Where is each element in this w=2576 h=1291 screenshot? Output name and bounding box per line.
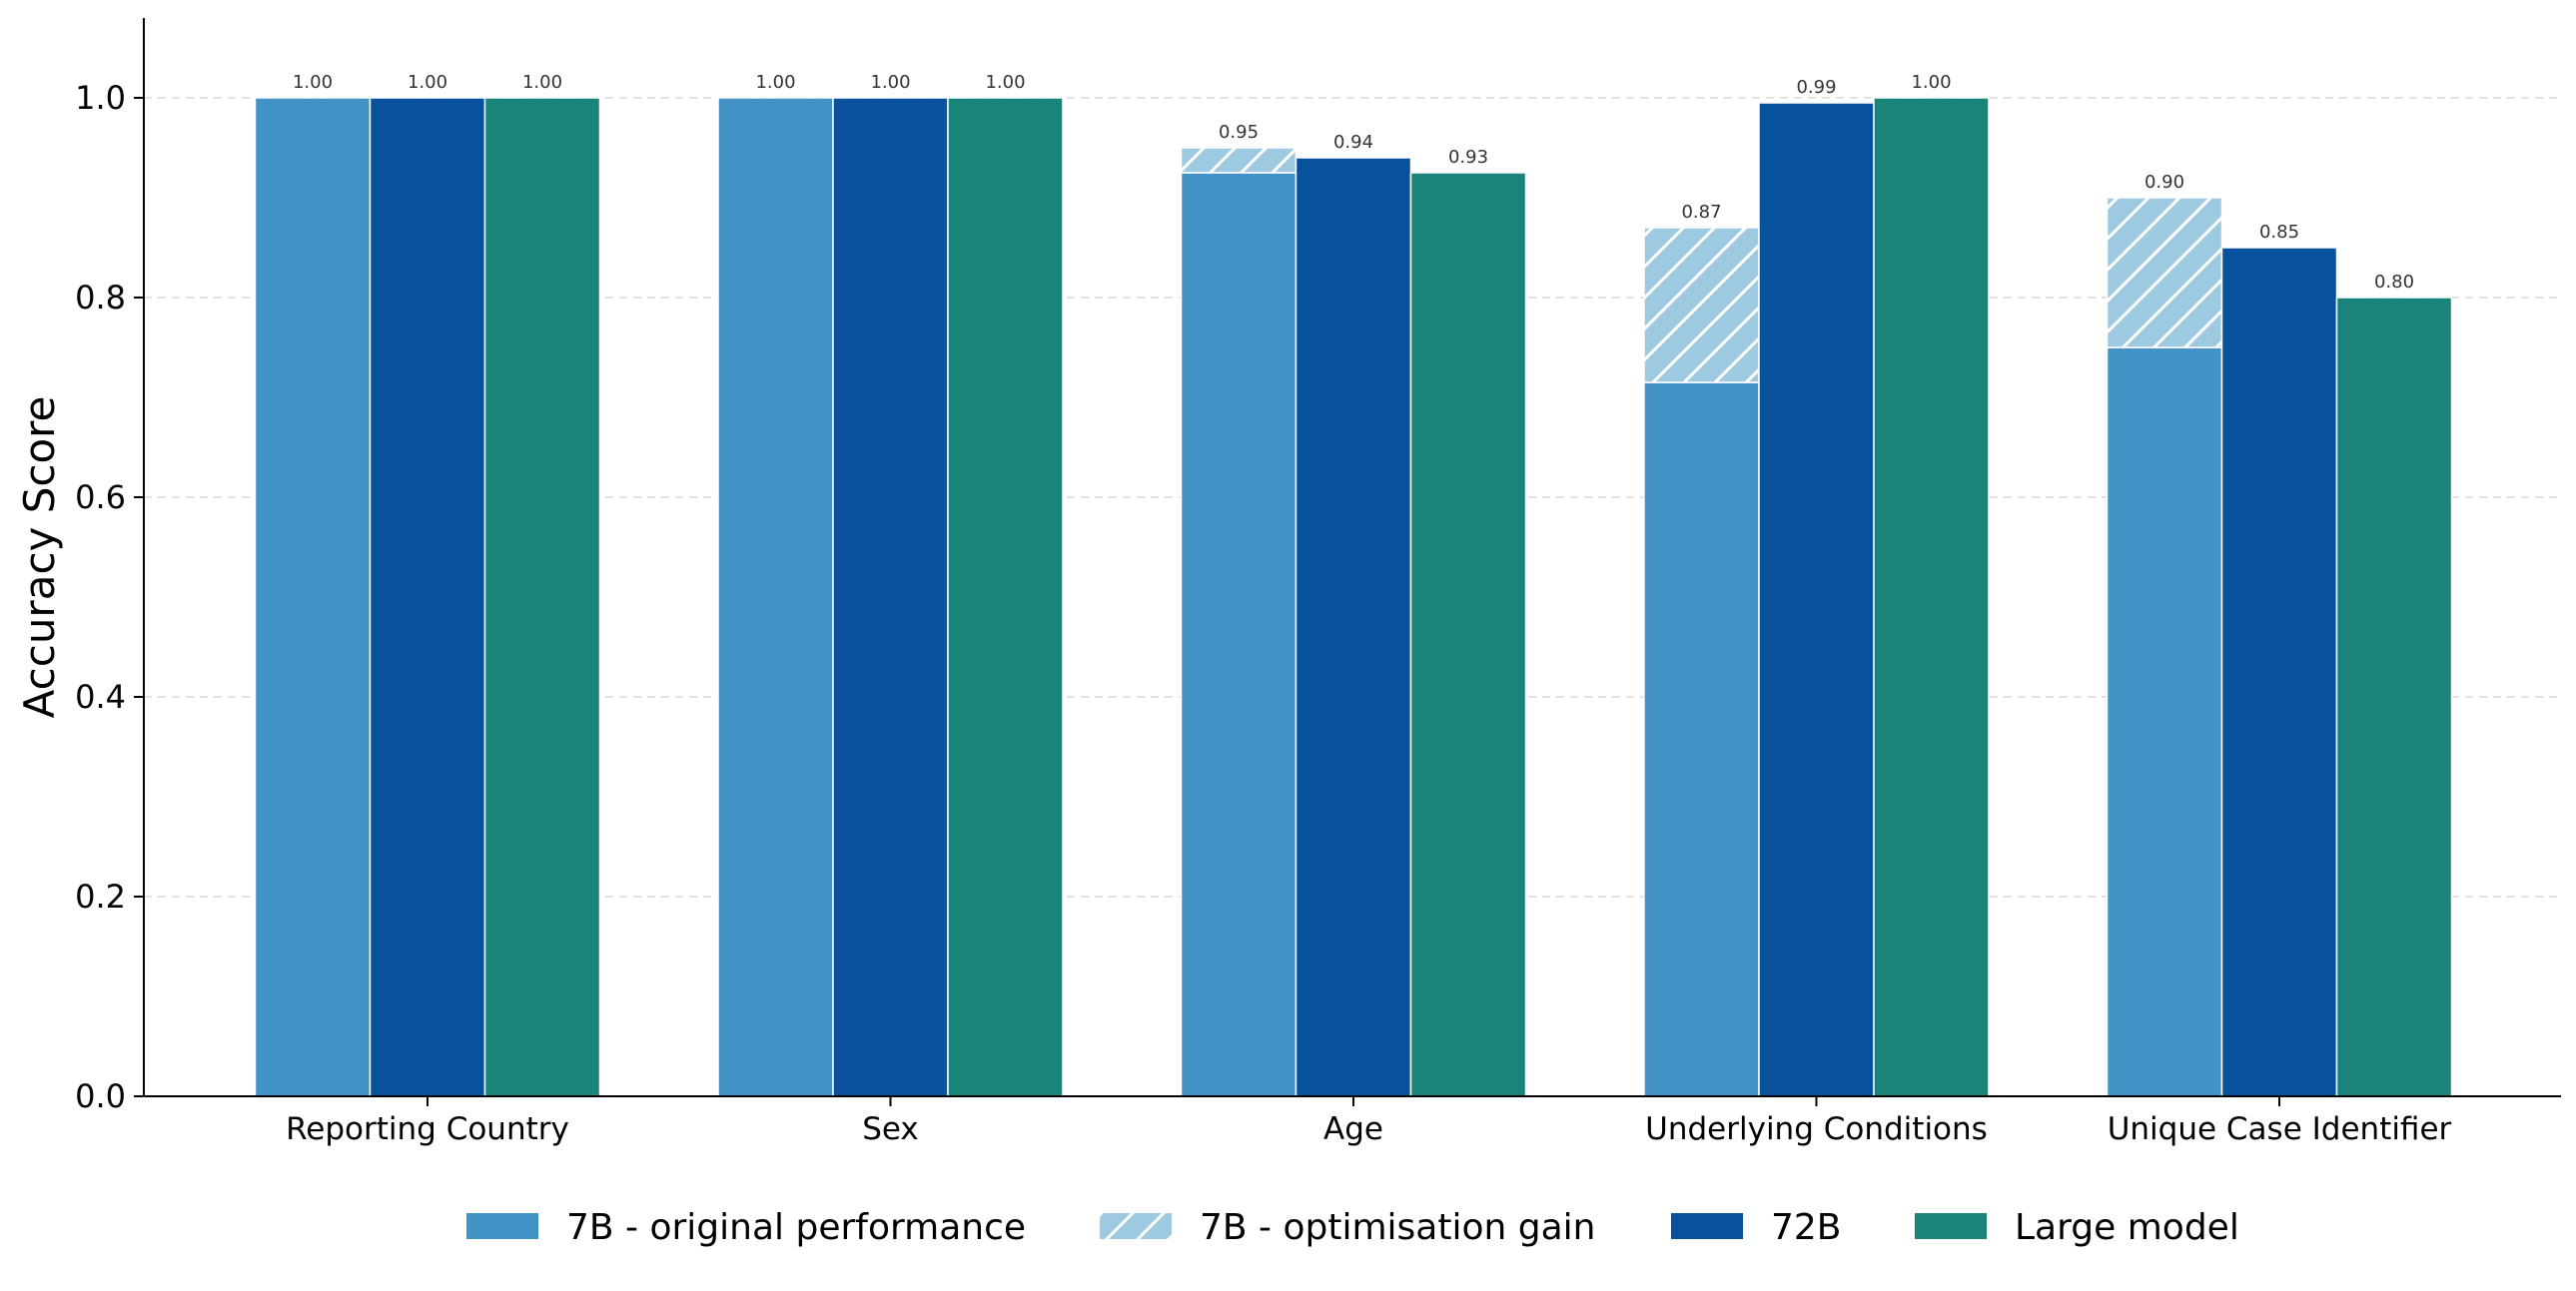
y-tick-label: 1.0	[75, 79, 126, 117]
bar-72b	[369, 97, 486, 1097]
bar-72b	[1294, 157, 1412, 1097]
bars	[254, 97, 2453, 1097]
y-tick-label: 0.4	[75, 678, 126, 716]
value-label-72b: 0.99	[1796, 77, 1836, 98]
value-label-large-model: 1.00	[1911, 72, 1951, 93]
y-tick-label: 0.0	[75, 1077, 126, 1115]
bar-large-model	[947, 97, 1064, 1097]
legend-swatch	[1915, 1213, 1987, 1239]
bar-7b-original	[1643, 381, 1760, 1097]
x-tick-label: Underlying Conditions	[1645, 1111, 1988, 1147]
value-label-7b: 0.90	[2145, 172, 2184, 193]
value-label-72b: 0.94	[1333, 132, 1373, 153]
value-label-large-model: 0.93	[1448, 147, 1488, 168]
bar-large-model	[1409, 172, 1527, 1097]
bar-7b-gain	[1180, 147, 1297, 174]
value-label-72b: 1.00	[408, 72, 447, 93]
x-tick-label: Unique Case Identifier	[2108, 1111, 2452, 1147]
value-label-7b: 1.00	[755, 72, 795, 93]
bar-7b-gain	[1643, 227, 1760, 383]
x-tick-label: Age	[1323, 1111, 1383, 1147]
value-label-72b: 1.00	[870, 72, 910, 93]
value-label-7b: 0.87	[1681, 202, 1721, 223]
bar-7b-original	[254, 97, 372, 1097]
bar-7b-gain	[2106, 197, 2223, 348]
value-label-large-model: 1.00	[985, 72, 1025, 93]
y-axis-title: Accuracy Score	[15, 396, 64, 719]
y-tick-label: 0.6	[75, 478, 126, 516]
bar-72b	[1758, 102, 1875, 1097]
y-tick-label: 0.8	[75, 279, 126, 317]
legend: 7B - original performance 7B - optimisati…	[466, 1207, 2239, 1248]
bar-72b	[832, 97, 949, 1097]
bar-7b-original	[2106, 346, 2223, 1097]
value-label-7b: 0.95	[1219, 122, 1259, 143]
bar-7b-original	[1180, 172, 1297, 1097]
value-label-large-model: 1.00	[522, 72, 562, 93]
x-tick-label: Reporting Country	[286, 1111, 569, 1147]
legend-label: Large model	[2015, 1207, 2239, 1248]
bar-large-model	[483, 97, 601, 1097]
bar-7b-original	[717, 97, 834, 1097]
value-label-72b: 0.85	[2259, 222, 2299, 243]
value-label-7b: 1.00	[293, 72, 333, 93]
legend-label: 7B - optimisation gain	[1200, 1207, 1596, 1248]
bar-72b	[2220, 247, 2338, 1097]
bar-large-model	[2335, 297, 2453, 1097]
bar-large-model	[1873, 97, 1990, 1097]
value-label-large-model: 0.80	[2374, 272, 2414, 293]
y-tick-label: 0.2	[75, 878, 126, 916]
data-labels: 1.00 1.00 1.00 1.00 1.00 1.00 0.95 0.94 0.93 0.87…	[293, 72, 2414, 293]
legend-label: 7B - original performance	[566, 1207, 1026, 1248]
legend-swatch	[466, 1213, 538, 1239]
legend-label: 72B	[1771, 1207, 1842, 1248]
axes: 0.0 0.2 0.4 0.6 0.8 1.0 Reporting Country Sex Ag…	[75, 18, 2561, 1147]
legend-swatch	[1671, 1213, 1743, 1239]
x-tick-label: Sex	[862, 1111, 919, 1147]
legend-swatch	[1100, 1213, 1172, 1239]
